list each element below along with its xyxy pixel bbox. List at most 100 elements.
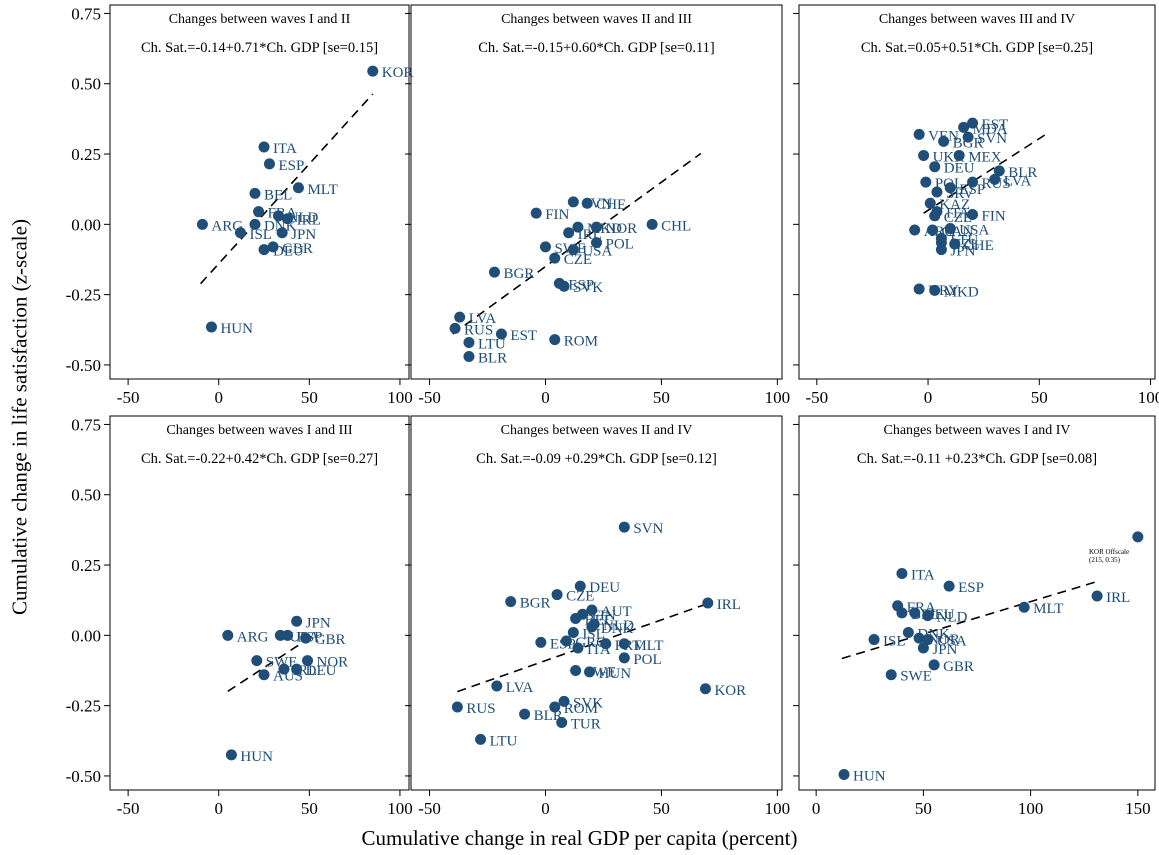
point-label: MEX	[968, 149, 1002, 165]
y-tick-label: -0.25	[66, 286, 101, 305]
panel-title: Changes between waves II and IV	[501, 423, 693, 438]
point-label: ARG	[211, 218, 243, 234]
point-label: SWE	[266, 655, 298, 671]
y-tick-label: 0.75	[71, 415, 101, 434]
panel-title: Changes between waves II and III	[501, 12, 692, 27]
y-tick-label: 0.25	[71, 145, 101, 164]
point-label: DEU	[589, 580, 620, 596]
point-label: EST	[510, 328, 537, 344]
point-label: ROM	[564, 334, 598, 350]
point-label: ARG	[237, 629, 269, 645]
data-point	[618, 652, 630, 664]
point-label: SWE	[900, 669, 932, 685]
x-tick-label: -50	[418, 388, 441, 407]
x-tick-label: 50	[915, 799, 932, 818]
x-tick-label: 50	[301, 388, 318, 407]
point-label: ISL	[249, 227, 271, 243]
point-label: BEL	[264, 187, 292, 203]
data-point	[454, 311, 466, 323]
point-label: CHE	[964, 238, 994, 254]
x-tick-label: 100	[1138, 388, 1159, 407]
point-label: ESP	[959, 182, 985, 198]
data-point	[367, 65, 379, 77]
point-label: ISL	[582, 627, 605, 643]
panel-3: -50 0 50 100 Changes between waves III and I…	[793, 4, 1159, 407]
data-point	[570, 664, 582, 676]
fit-line	[457, 604, 704, 693]
data-point	[586, 604, 598, 616]
data-point	[505, 596, 517, 608]
data-point	[618, 638, 630, 650]
point-label: ITA	[946, 206, 970, 222]
point-label: RUS	[982, 176, 1011, 192]
data-point	[276, 227, 288, 239]
data-point	[909, 224, 921, 236]
data-point	[556, 717, 568, 729]
y-tick-label: -0.50	[66, 356, 101, 375]
panel-equation: Ch. Sat.=-0.15+0.60*Ch. GDP [se=0.11]	[478, 40, 715, 56]
data-point	[234, 227, 246, 239]
point-label: JPN	[932, 642, 957, 658]
panel-title: Changes between waves III and IV	[879, 12, 1075, 27]
data-point	[913, 128, 925, 140]
data-point	[967, 117, 979, 129]
data-point	[591, 221, 602, 233]
data-point	[702, 597, 714, 609]
data-point	[958, 121, 970, 133]
point-label: RUS	[464, 322, 493, 338]
data-point	[922, 634, 934, 646]
data-point	[282, 213, 294, 225]
point-label: BLR	[478, 351, 507, 367]
data-point	[302, 655, 314, 667]
x-tick-label: -50	[117, 388, 140, 407]
data-point	[600, 638, 612, 650]
y-tick-label: 0.50	[71, 486, 101, 505]
data-point	[567, 244, 579, 256]
data-point	[292, 182, 304, 194]
point-label: BGR	[520, 596, 551, 612]
point-label: IRL	[1106, 590, 1130, 606]
data-point	[931, 186, 943, 198]
point-label: ITA	[587, 642, 611, 658]
point-label: EST	[982, 117, 1009, 133]
x-tick-label: 100	[387, 799, 413, 818]
y-tick-label: -0.50	[66, 767, 101, 786]
point-label: MKD	[944, 284, 979, 300]
data-point	[913, 283, 925, 295]
data-point	[929, 210, 941, 222]
point-label: HUN	[599, 666, 632, 682]
data-point	[646, 218, 658, 230]
x-tick-label: 50	[301, 799, 318, 818]
point-label: KOR	[382, 65, 414, 81]
data-point	[1132, 531, 1144, 543]
point-label: LTU	[478, 336, 506, 352]
data-point	[572, 642, 584, 654]
data-point	[943, 580, 955, 592]
data-point	[278, 663, 290, 675]
fit-line	[227, 637, 310, 692]
plot-frame	[109, 415, 410, 791]
point-label: ESP	[568, 277, 594, 293]
y-tick-label: 0.00	[71, 215, 101, 234]
fit-line	[923, 132, 1049, 214]
y-axis-label: Cumulative change in life satisfaction (…	[7, 219, 32, 615]
data-point	[249, 218, 261, 230]
data-point	[953, 149, 965, 161]
panel-equation: Ch. Sat.=-0.14+0.71*Ch. GDP [se=0.15]	[141, 40, 378, 56]
point-label: MKD	[587, 221, 622, 237]
x-tick-label: -50	[805, 388, 828, 407]
point-label: USA	[582, 244, 612, 260]
point-label: GBR	[282, 241, 313, 257]
panel-title: Changes between waves I and III	[166, 423, 353, 438]
point-label: SRV	[946, 186, 974, 202]
point-label: MLT	[307, 182, 337, 198]
panel-equation: Ch. Sat.=-0.22+0.42*Ch. GDP [se=0.27]	[141, 451, 378, 467]
x-tick-label: 100	[765, 799, 791, 818]
point-label: SVK	[573, 280, 603, 296]
data-point	[282, 629, 294, 641]
data-point	[618, 521, 630, 533]
data-point	[967, 176, 979, 188]
data-point	[584, 666, 596, 678]
x-tick-label: 0	[812, 799, 821, 818]
point-label: BGR	[953, 135, 984, 151]
